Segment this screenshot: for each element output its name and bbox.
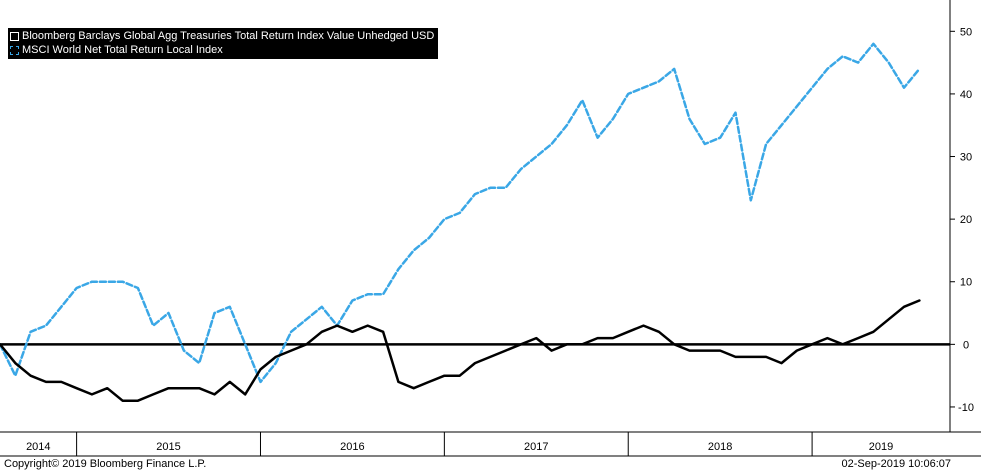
legend-swatch-treasuries: [10, 31, 19, 41]
legend-item-msci: MSCI World Net Total Return Local Index: [10, 43, 434, 57]
series-layer: [0, 42, 921, 402]
y-tick-label: 10: [960, 277, 972, 289]
legend-swatch-msci: [10, 45, 19, 55]
series-line-treasuries: [0, 299, 921, 402]
y-tick-label: 50: [960, 26, 972, 38]
y-axis-tick-labels: -10 0 10 20 30 40 50: [950, 26, 974, 414]
x-tick-label: 2016: [340, 441, 364, 453]
y-tick-label: 0: [963, 339, 969, 351]
y-tick-label: 30: [960, 152, 972, 164]
legend: Bloomberg Barclays Global Agg Treasuries…: [8, 28, 439, 59]
y-tick-label: -10: [958, 402, 974, 414]
series-line-msci: [0, 42, 921, 384]
x-tick-label: 2018: [708, 441, 732, 453]
legend-label-msci: MSCI World Net Total Return Local Index: [22, 44, 223, 56]
x-tick-label: 2014: [26, 441, 50, 453]
copyright-text: Copyright© 2019 Bloomberg Finance L.P.: [4, 458, 207, 470]
legend-label-treasuries: Bloomberg Barclays Global Agg Treasuries…: [22, 30, 435, 42]
timestamp-text: 02-Sep-2019 10:06:07: [841, 458, 951, 470]
y-tick-label: 40: [960, 89, 972, 101]
chart-axes: [0, 0, 981, 457]
x-tick-label: 2019: [869, 441, 893, 453]
y-tick-label: 20: [960, 214, 972, 226]
x-axis-tick-labels: 2014 2015 2016 2017 2018 2019: [26, 432, 893, 456]
x-tick-label: 2015: [156, 441, 180, 453]
legend-item-treasuries: Bloomberg Barclays Global Agg Treasuries…: [10, 29, 434, 43]
x-tick-label: 2017: [524, 441, 548, 453]
